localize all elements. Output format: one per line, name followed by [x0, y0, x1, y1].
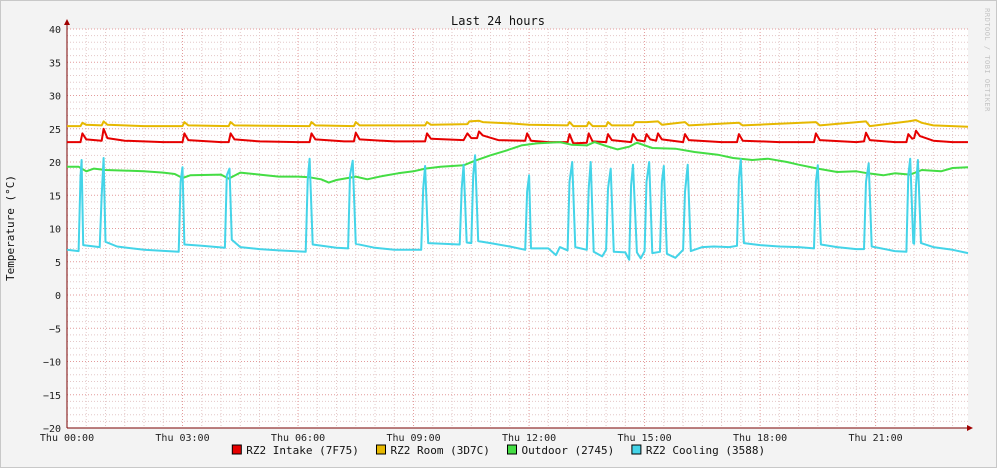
series-lines	[66, 119, 969, 261]
y-tick-label: −5	[49, 324, 61, 335]
series-line	[67, 141, 969, 184]
y-axis-label: Temperature (°C)	[4, 175, 17, 281]
legend-swatch	[376, 444, 386, 455]
series-line	[67, 119, 969, 128]
y-tick-label: 5	[55, 258, 61, 269]
x-tick-label: Thu 18:00	[733, 433, 787, 444]
x-tick-label: Thu 09:00	[386, 433, 440, 444]
x-tick-label: Thu 00:00	[40, 433, 94, 444]
x-axis-arrow	[967, 425, 973, 431]
rrdtool-watermark: RRDTOOL / TOBI OETIKER	[983, 8, 991, 112]
y-tick-label: −20	[43, 424, 61, 435]
chart-text: Last 24 hours Temperature (°C) RRDTOOL /…	[4, 8, 991, 281]
y-tick-label: 15	[49, 191, 61, 202]
y-tick-label: 30	[49, 92, 61, 103]
y-tick-label: −15	[43, 391, 61, 402]
legend-label: Outdoor (2745)	[522, 444, 615, 457]
series-line	[66, 154, 969, 261]
legend-label: RZ2 Room (3D7C)	[391, 444, 490, 457]
y-tick-label: 10	[49, 225, 61, 236]
chart-title: Last 24 hours	[451, 14, 545, 28]
y-tick-label: 35	[49, 58, 61, 69]
x-tick-label: Thu 03:00	[155, 433, 209, 444]
y-tick-label: 40	[49, 25, 61, 36]
y-tick-label: 25	[49, 125, 61, 136]
x-tick-label: Thu 06:00	[271, 433, 325, 444]
y-tick-label: 0	[55, 291, 61, 302]
x-tick-label: Thu 12:00	[502, 433, 556, 444]
grid	[66, 28, 968, 429]
legend-swatch	[231, 444, 242, 455]
legend-label: RZ2 Intake (7F75)	[246, 444, 359, 457]
x-tick-label: Thu 21:00	[848, 433, 902, 444]
legend-label: RZ2 Cooling (3588)	[646, 444, 765, 457]
y-tick-label: −10	[43, 358, 61, 369]
series-line	[67, 127, 968, 145]
y-axis-arrow	[64, 19, 70, 25]
y-tick-label: 20	[49, 158, 61, 169]
legend-swatch	[631, 444, 642, 455]
x-tick-label: Thu 15:00	[617, 433, 671, 444]
legend: RZ2 Intake (7F75) RZ2 Room (3D7C) Outdoor …	[231, 444, 765, 457]
legend-swatch	[507, 444, 517, 455]
